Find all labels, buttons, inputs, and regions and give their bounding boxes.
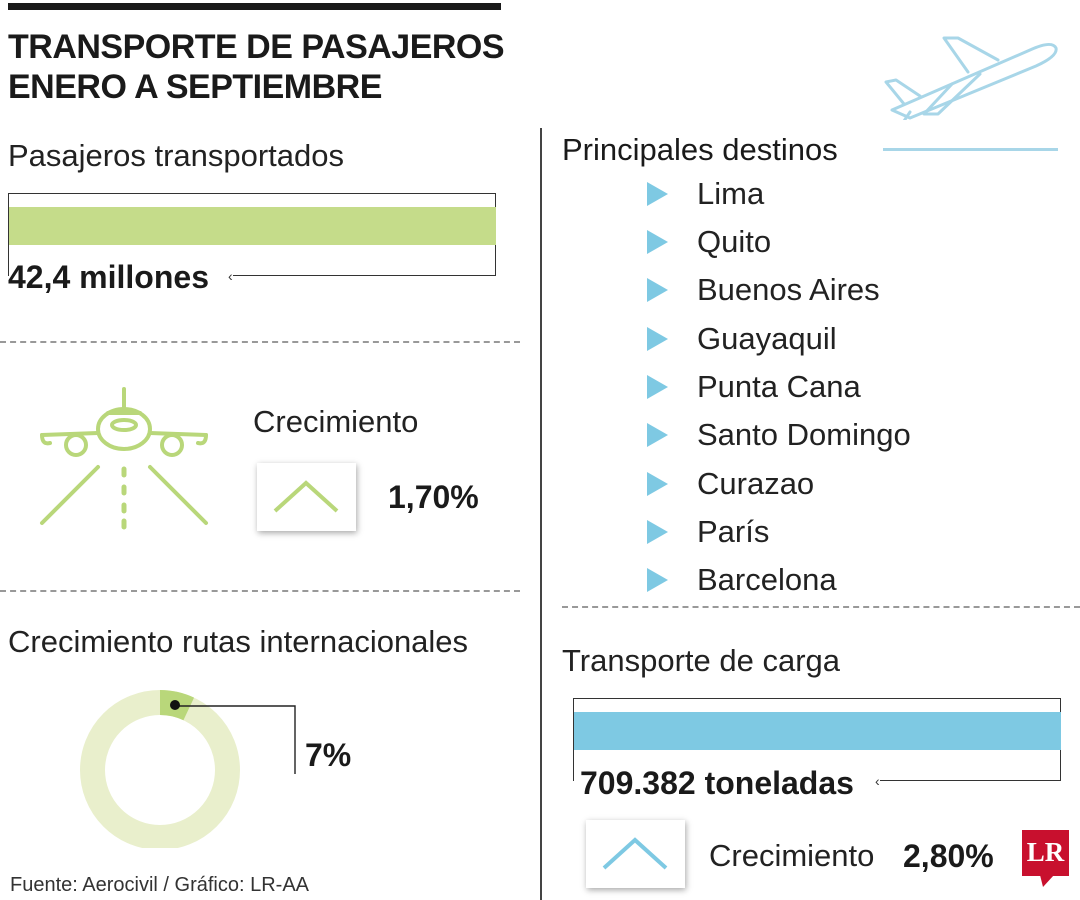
cargo-bar (574, 712, 1061, 750)
passengers-pointer-arrow: ‹ (228, 268, 233, 284)
triangle-marker-icon (647, 423, 668, 447)
triangle-marker-icon (647, 375, 668, 399)
intl-routes-label: Crecimiento rutas internacionales (8, 624, 469, 659)
passengers-bar (9, 207, 496, 245)
triangle-marker-icon (647, 278, 668, 302)
top-rule (8, 3, 501, 10)
cargo-bar-frame (573, 698, 1061, 781)
destination-label: Buenos Aires (697, 272, 880, 307)
destinations-title-rule (883, 148, 1058, 151)
intl-routes-value: 7% (305, 737, 352, 773)
destination-label: Curazao (697, 466, 815, 501)
destination-item: Quito (640, 222, 1060, 262)
destination-label: París (697, 514, 770, 549)
up-chevron-icon (273, 480, 339, 513)
growth-value: 1,70% (388, 479, 479, 515)
cargo-growth-value: 2,80% (903, 838, 994, 874)
destination-item: Lima (640, 174, 1060, 214)
destination-item: Curazao (640, 464, 1060, 504)
column-divider (540, 128, 542, 900)
destination-item: Guayaquil (640, 319, 1060, 359)
page-title: TRANSPORTE DE PASAJEROS ENERO A SEPTIEMB… (8, 28, 505, 106)
destination-label: Guayaquil (697, 321, 837, 356)
triangle-marker-icon (647, 520, 668, 544)
intl-routes-donut (80, 690, 296, 848)
passengers-value: 42,4 millones (8, 259, 209, 295)
destination-item: Buenos Aires (640, 270, 1060, 310)
growth-label: Crecimiento (253, 404, 419, 439)
passengers-bar-frame-bottom (233, 275, 496, 276)
landing-plane-icon (40, 387, 208, 530)
destinations-title: Principales destinos (562, 132, 838, 167)
passengers-label: Pasajeros transportados (8, 138, 345, 173)
triangle-marker-icon (647, 182, 668, 206)
lr-logo-tail (1040, 875, 1054, 887)
section-divider-2 (0, 590, 520, 592)
destination-item: Santo Domingo (640, 415, 1060, 455)
cargo-label: Transporte de carga (562, 643, 841, 678)
destination-item: Punta Cana (640, 367, 1060, 407)
donut-ring (80, 690, 240, 848)
lr-logo-text: LR (1026, 837, 1065, 867)
triangle-marker-icon (647, 472, 668, 496)
growth-indicator-card (257, 463, 356, 531)
destination-label: Santo Domingo (697, 417, 911, 452)
destination-label: Lima (697, 176, 765, 211)
passengers-bar-frame (8, 193, 496, 276)
section-divider-1 (0, 341, 520, 343)
cargo-growth-card (586, 820, 685, 888)
airplane-icon (884, 36, 1058, 120)
triangle-marker-icon (647, 230, 668, 254)
destination-label: Punta Cana (697, 369, 861, 404)
cargo-growth-label: Crecimiento (709, 838, 875, 873)
destination-label: Quito (697, 224, 772, 259)
triangle-marker-icon (647, 327, 668, 351)
section-divider-3 (562, 606, 1080, 608)
source-note: Fuente: Aerocivil / Gráfico: LR-AA (10, 874, 310, 896)
lr-logo: LR (1022, 830, 1069, 876)
triangle-marker-icon (647, 568, 668, 592)
destination-item: París (640, 512, 1060, 552)
cargo-pointer-arrow: ‹ (875, 773, 880, 789)
cargo-bar-frame-bottom (880, 780, 1061, 781)
cargo-value: 709.382 toneladas (580, 765, 854, 801)
up-chevron-icon (602, 837, 668, 870)
destination-item: Barcelona (640, 560, 1060, 600)
destination-label: Barcelona (697, 562, 837, 597)
